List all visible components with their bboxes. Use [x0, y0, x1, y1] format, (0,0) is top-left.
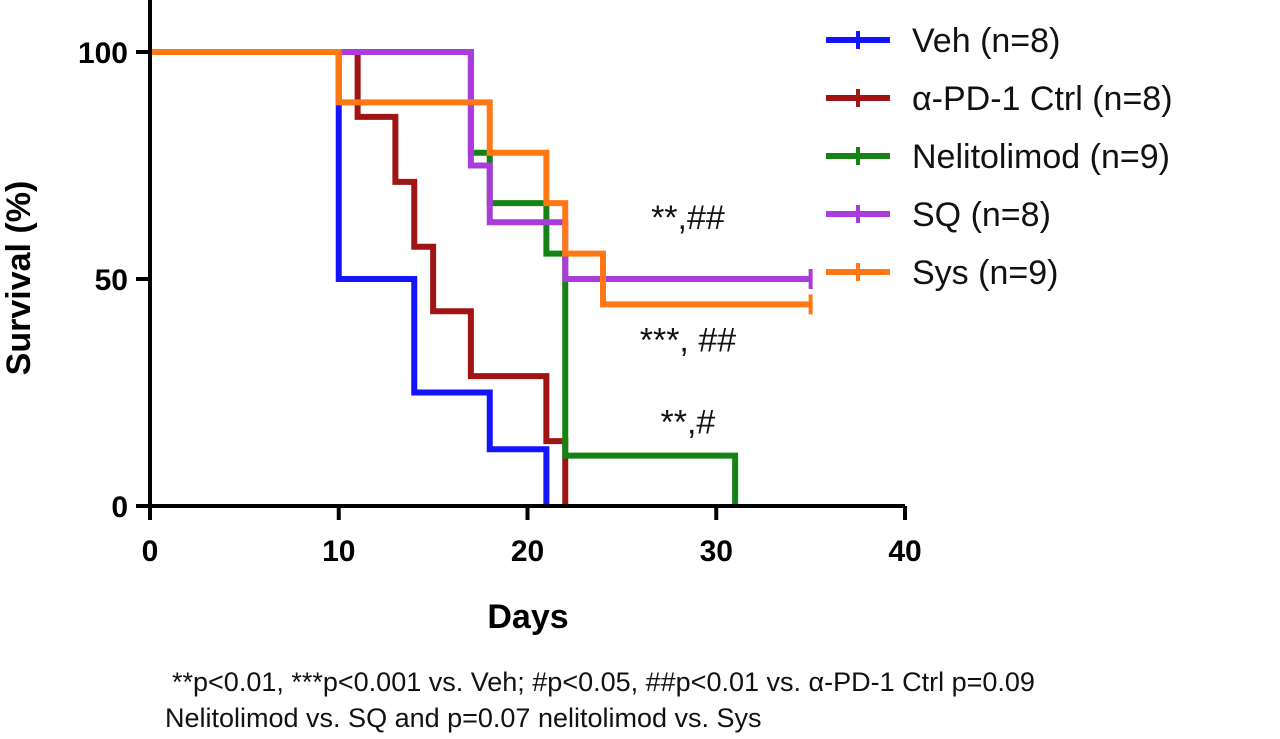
y-axis-title: Survival (%): [0, 181, 38, 376]
legend-label: Sys (n=9): [912, 254, 1058, 292]
series-line-4: [150, 49, 811, 282]
legend: Veh (n=8) α-PD-1 Ctrl (n=8) Nelitolimod (n…: [826, 22, 1173, 292]
legend-label: Veh (n=8): [912, 22, 1060, 60]
annotations: **,## ***, ## **,#: [640, 199, 736, 441]
legend-label: Nelitolimod (n=9): [912, 138, 1170, 176]
x-tick-label: 40: [888, 535, 921, 568]
x-axis-title: Days: [487, 598, 568, 636]
footnote-line-2: Nelitolimod vs. SQ and p=0.07 nelitolimo…: [165, 703, 762, 733]
significance-annotation: ***, ##: [640, 322, 736, 360]
y-tick-label: 50: [95, 264, 128, 297]
x-tick-label: 30: [700, 535, 733, 568]
legend-label: SQ (n=8): [912, 196, 1051, 234]
y-tick-label: 0: [111, 491, 128, 524]
x-tick-label: 20: [511, 535, 544, 568]
series-line-1: [150, 49, 550, 506]
y-tick-label: 100: [78, 37, 128, 70]
series-line-5: [150, 49, 811, 308]
axes: 0 10 20 30 40 0 50 100: [78, 0, 922, 568]
series-line-2: [150, 49, 569, 506]
significance-annotation: **,##: [651, 199, 725, 237]
series-layer: [150, 49, 813, 506]
survival-chart: 0 10 20 30 40 0 50 100 **,## ***, ## **,# Veh (n=…: [0, 0, 1173, 636]
x-tick-label: 0: [142, 535, 159, 568]
x-tick-label: 10: [322, 535, 355, 568]
significance-annotation: **,#: [661, 403, 716, 441]
legend-label: α-PD-1 Ctrl (n=8): [912, 80, 1173, 118]
footnote-line-1: **p<0.01, ***p<0.001 vs. Veh; #p<0.05, #…: [172, 667, 1035, 697]
